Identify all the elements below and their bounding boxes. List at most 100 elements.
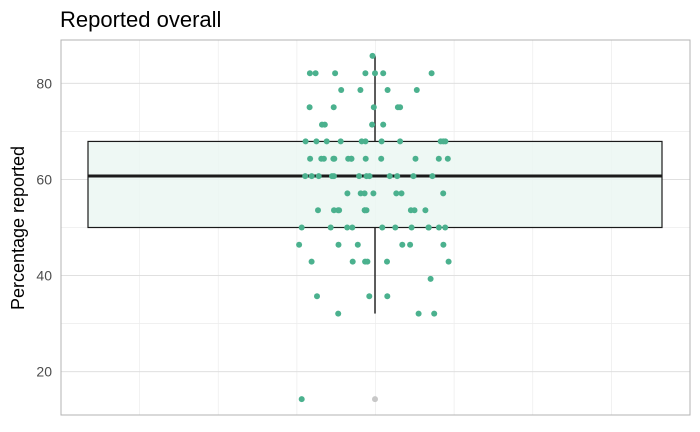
data-point xyxy=(335,310,342,317)
data-point xyxy=(410,173,417,180)
data-point xyxy=(427,275,434,282)
data-point xyxy=(312,70,319,77)
box-iqr xyxy=(87,140,663,229)
data-point xyxy=(384,293,391,300)
y-axis-label: Percentage reported xyxy=(8,146,28,310)
data-point xyxy=(314,293,320,300)
data-point xyxy=(331,155,338,162)
data-point xyxy=(378,138,385,145)
data-point xyxy=(336,207,343,214)
data-point xyxy=(329,173,335,180)
boxplot xyxy=(87,55,663,403)
data-point xyxy=(298,396,305,403)
y-axis-ticks: 20 40 60 80 xyxy=(36,75,52,379)
data-point xyxy=(308,258,315,265)
data-point xyxy=(356,173,363,180)
data-point xyxy=(393,190,400,197)
data-point xyxy=(321,121,328,128)
data-point xyxy=(349,258,356,265)
data-point xyxy=(380,70,387,77)
data-point xyxy=(372,70,378,77)
panel-border xyxy=(60,39,691,416)
data-point xyxy=(307,155,314,162)
data-point xyxy=(344,190,351,197)
data-points xyxy=(296,52,452,403)
data-point xyxy=(302,173,309,180)
y-tick-label: 80 xyxy=(36,75,52,91)
data-point xyxy=(379,224,386,231)
data-point xyxy=(411,207,418,214)
data-point xyxy=(394,173,401,180)
data-point xyxy=(358,138,365,145)
data-point xyxy=(422,207,429,214)
data-point xyxy=(397,138,404,145)
y-tick-label: 20 xyxy=(36,364,52,380)
data-point xyxy=(298,224,305,231)
data-point xyxy=(331,207,337,214)
data-point xyxy=(440,138,447,145)
data-point xyxy=(332,70,339,77)
data-point xyxy=(313,138,320,145)
data-point xyxy=(302,138,309,145)
data-point xyxy=(370,104,377,111)
y-tick-label: 60 xyxy=(36,171,52,187)
data-point xyxy=(362,70,369,77)
data-point xyxy=(429,173,436,180)
data-point xyxy=(408,224,415,231)
chart-title: Reported overall xyxy=(60,7,221,32)
data-point xyxy=(315,207,321,214)
data-point xyxy=(435,155,442,162)
data-point xyxy=(445,258,452,265)
data-point xyxy=(364,258,371,265)
data-point xyxy=(392,224,399,231)
data-point xyxy=(370,190,377,197)
data-point xyxy=(296,241,303,248)
data-point xyxy=(378,155,385,162)
data-point xyxy=(361,207,368,214)
data-point xyxy=(386,173,393,180)
outlier-point xyxy=(372,396,378,403)
data-point xyxy=(440,241,447,248)
data-point xyxy=(369,52,376,59)
data-point xyxy=(366,293,373,300)
data-point xyxy=(335,241,342,248)
data-point xyxy=(442,224,449,231)
data-point xyxy=(327,224,334,231)
data-point xyxy=(362,155,369,162)
data-point xyxy=(444,155,451,162)
data-point xyxy=(413,87,420,93)
data-point xyxy=(369,121,376,128)
data-point xyxy=(363,173,370,180)
data-point xyxy=(384,87,391,93)
data-point xyxy=(306,104,313,111)
data-point xyxy=(338,87,345,93)
data-point xyxy=(315,173,322,180)
data-point xyxy=(354,241,361,248)
data-point xyxy=(428,70,435,77)
data-point xyxy=(397,104,404,111)
data-point xyxy=(399,241,406,248)
data-point xyxy=(384,258,390,265)
data-point xyxy=(308,173,315,180)
data-point xyxy=(323,138,330,145)
data-point xyxy=(318,155,325,162)
data-point xyxy=(407,241,414,248)
data-point xyxy=(349,224,356,231)
data-point xyxy=(361,190,368,197)
data-point xyxy=(435,224,442,231)
data-point xyxy=(357,87,364,93)
data-point xyxy=(412,155,419,162)
data-point xyxy=(415,310,422,317)
data-point xyxy=(380,121,387,128)
data-point xyxy=(425,224,432,231)
data-point xyxy=(398,190,405,197)
data-point xyxy=(440,190,447,197)
data-point xyxy=(348,155,355,162)
data-point xyxy=(344,224,351,231)
data-point xyxy=(306,70,313,77)
data-point xyxy=(330,104,337,111)
data-point xyxy=(431,310,438,317)
data-point xyxy=(337,138,344,145)
y-tick-label: 40 xyxy=(36,268,52,284)
